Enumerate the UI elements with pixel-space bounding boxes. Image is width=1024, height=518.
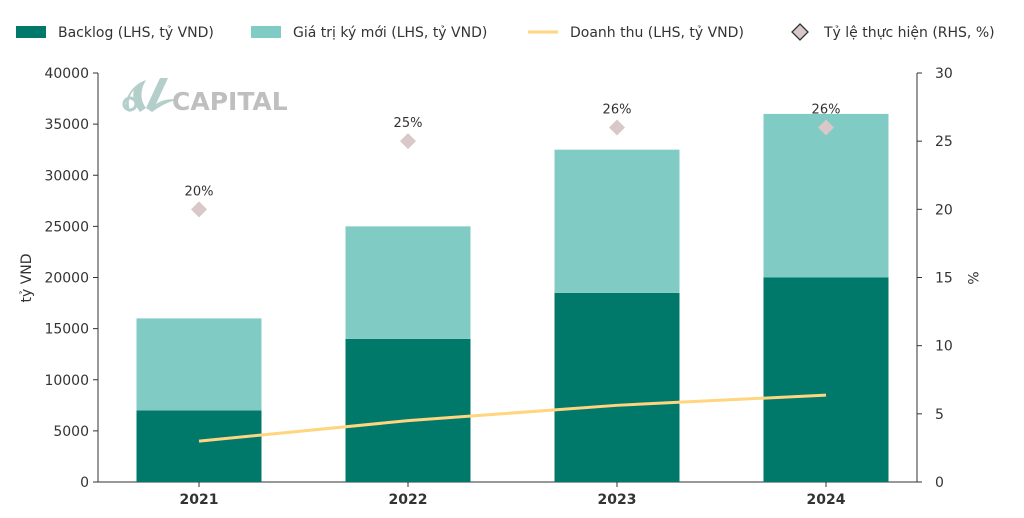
bar-new-contracts-2022 — [345, 226, 471, 339]
right-tick-label: 0 — [935, 475, 944, 491]
x-tick-label-2024: 2024 — [807, 492, 846, 508]
left-tick-label: 10000 — [44, 373, 89, 389]
right-axis-ticks: 0 5 10 15 20 25 30 — [917, 66, 953, 491]
bar-backlog-2021 — [136, 410, 262, 482]
legend-item-new-contracts: Giá trị ký mới (LHS, tỷ VND) — [251, 25, 487, 41]
left-tick-label: 20000 — [44, 271, 89, 287]
bar-new-contracts-2021 — [136, 318, 262, 411]
rate-label-2022: 25% — [394, 116, 423, 131]
left-tick-label: 30000 — [44, 168, 89, 184]
left-tick-label: 25000 — [44, 219, 89, 235]
bar-backlog-2022 — [345, 338, 471, 482]
revenue-line — [198, 393, 827, 443]
watermark-logo-icon — [122, 78, 176, 112]
right-tick-label: 5 — [935, 407, 944, 423]
left-tick-label: 40000 — [44, 66, 89, 82]
x-tick-label-2022: 2022 — [389, 492, 428, 508]
rate-point-2023 — [609, 119, 625, 136]
right-tick-label: 10 — [935, 339, 953, 355]
legend-swatch-new-contracts — [251, 26, 281, 38]
bar-new-contracts-2024 — [763, 113, 889, 278]
left-tick-label: 5000 — [53, 424, 89, 440]
axes: 0 5000 10000 15000 20000 25000 30000 35000 40000… — [19, 66, 980, 508]
right-tick-label: 20 — [935, 202, 953, 218]
rate-point-2022 — [400, 133, 416, 150]
x-tick-label-2021: 2021 — [180, 492, 219, 508]
x-tick-label-2023: 2023 — [598, 492, 637, 508]
bar-backlog-2023 — [554, 292, 680, 482]
left-tick-label: 15000 — [44, 322, 89, 338]
y-axis-label-left: tỷ VND — [19, 253, 35, 302]
legend-item-rate: Tỷ lệ thực hiện (RHS, %) — [791, 23, 995, 41]
y-axis-label-right: % — [964, 271, 980, 284]
rate-label-2021: 20% — [185, 184, 214, 199]
bar-new-contracts-2023 — [554, 149, 680, 293]
right-tick-label: 25 — [935, 134, 953, 150]
watermark: CAPITAL — [122, 78, 288, 116]
left-axis-ticks: 0 5000 10000 15000 20000 25000 30000 35000 40000 — [44, 66, 98, 491]
rate-point-2024 — [818, 119, 834, 136]
rate-label-2024: 26% — [812, 103, 841, 118]
legend-label-new-contracts: Giá trị ký mới (LHS, tỷ VND) — [293, 25, 487, 41]
bar-backlog-2024 — [763, 277, 889, 482]
rate-label-2023: 26% — [603, 103, 632, 118]
legend-swatch-rate — [791, 23, 809, 41]
legend-item-revenue: Doanh thu (LHS, tỷ VND) — [528, 25, 744, 41]
left-tick-label: 0 — [80, 475, 89, 491]
legend-label-backlog: Backlog (LHS, tỷ VND) — [58, 25, 214, 41]
rate-point-2021 — [191, 201, 207, 218]
right-tick-label: 30 — [935, 66, 953, 82]
x-axis-ticks: 2021 2022 2023 2024 — [180, 482, 846, 508]
rate-points: 20% 25% 26% 26% — [185, 103, 841, 218]
right-tick-label: 15 — [935, 271, 953, 287]
legend-item-backlog: Backlog (LHS, tỷ VND) — [16, 25, 214, 41]
left-tick-label: 35000 — [44, 117, 89, 133]
bars — [136, 113, 889, 482]
watermark-text: CAPITAL — [172, 87, 288, 116]
revenue-line-series — [198, 393, 827, 443]
legend-label-rate: Tỷ lệ thực hiện (RHS, %) — [823, 25, 995, 41]
legend: Backlog (LHS, tỷ VND) Giá trị ký mới (LH… — [16, 23, 995, 41]
legend-label-revenue: Doanh thu (LHS, tỷ VND) — [570, 25, 744, 41]
legend-swatch-backlog — [16, 26, 46, 38]
